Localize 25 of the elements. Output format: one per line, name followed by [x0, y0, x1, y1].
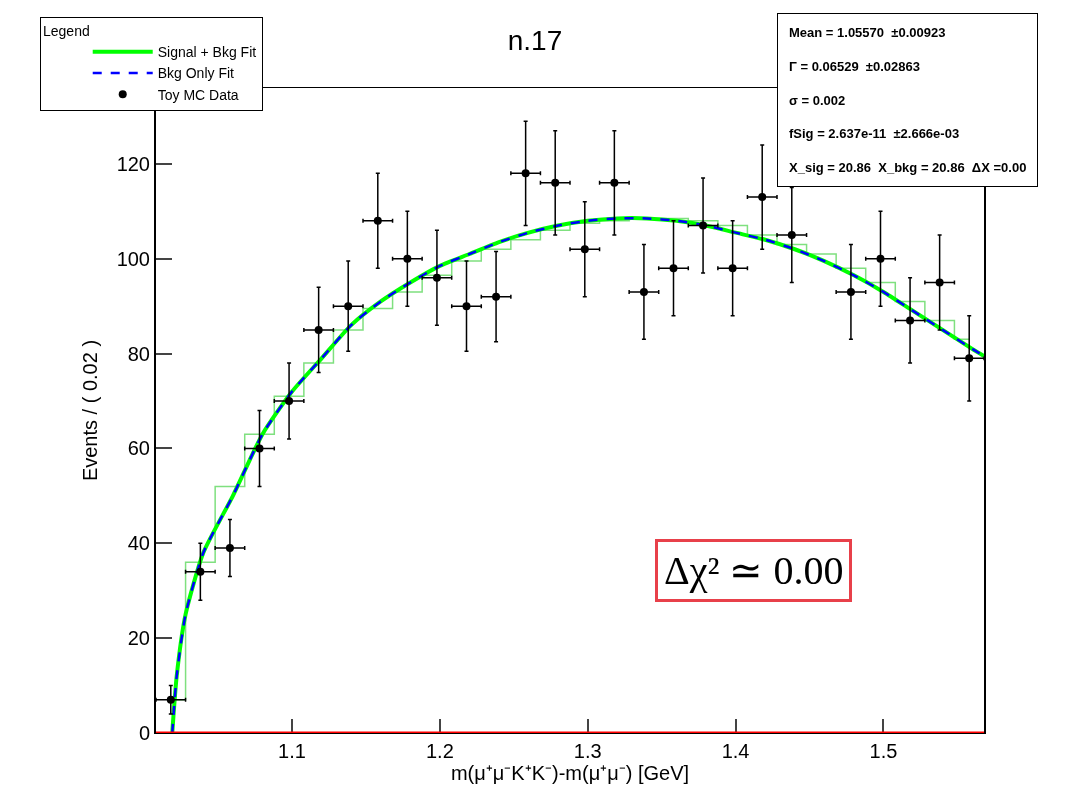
x-tick-label: 1.5: [869, 740, 898, 762]
x-tick-label: 1.3: [573, 740, 602, 762]
legend-label: Bkg Only Fit: [157, 65, 235, 82]
y-tick-label: 40: [127, 532, 150, 555]
y-tick-label: 0: [138, 722, 150, 744]
y-axis-title: Events / ( 0.02 ): [78, 339, 101, 482]
annotation: Δχ² ≃ 0.00: [664, 548, 844, 593]
legend-title: Legend: [43, 23, 90, 40]
legend-label: Toy MC Data: [157, 86, 239, 103]
x-tick-label: 1.2: [425, 740, 454, 762]
annotation: Χ_sig = 20.86 Χ_bkg = 20.86 ΔΧ =0.00: [789, 160, 1027, 176]
y-tick-label: 80: [127, 342, 150, 365]
y-tick-label: 60: [127, 437, 150, 460]
y-tick-label: 20: [127, 627, 150, 650]
x-axis-title: m(μ⁺μ⁻K⁺K⁻)-m(μ⁺μ⁻) [GeV]: [450, 762, 690, 784]
y-tick-label: 100: [116, 247, 150, 270]
x-tick-label: 1.4: [721, 740, 750, 762]
legend-label: Signal + Bkg Fit: [157, 44, 257, 61]
text: Γ = 0.06529 ±0.02863: [789, 58, 920, 74]
text: Mean = 1.05570 ±0.00923: [789, 25, 946, 40]
y-tick-label: 120: [116, 152, 150, 175]
annotation: σ = 0.002: [789, 92, 846, 108]
annotation: fSig = 2.637e-11 ±2.666e-03: [789, 126, 960, 142]
chart-title: n.17: [507, 24, 563, 56]
x-tick-label: 1.1: [278, 740, 306, 762]
